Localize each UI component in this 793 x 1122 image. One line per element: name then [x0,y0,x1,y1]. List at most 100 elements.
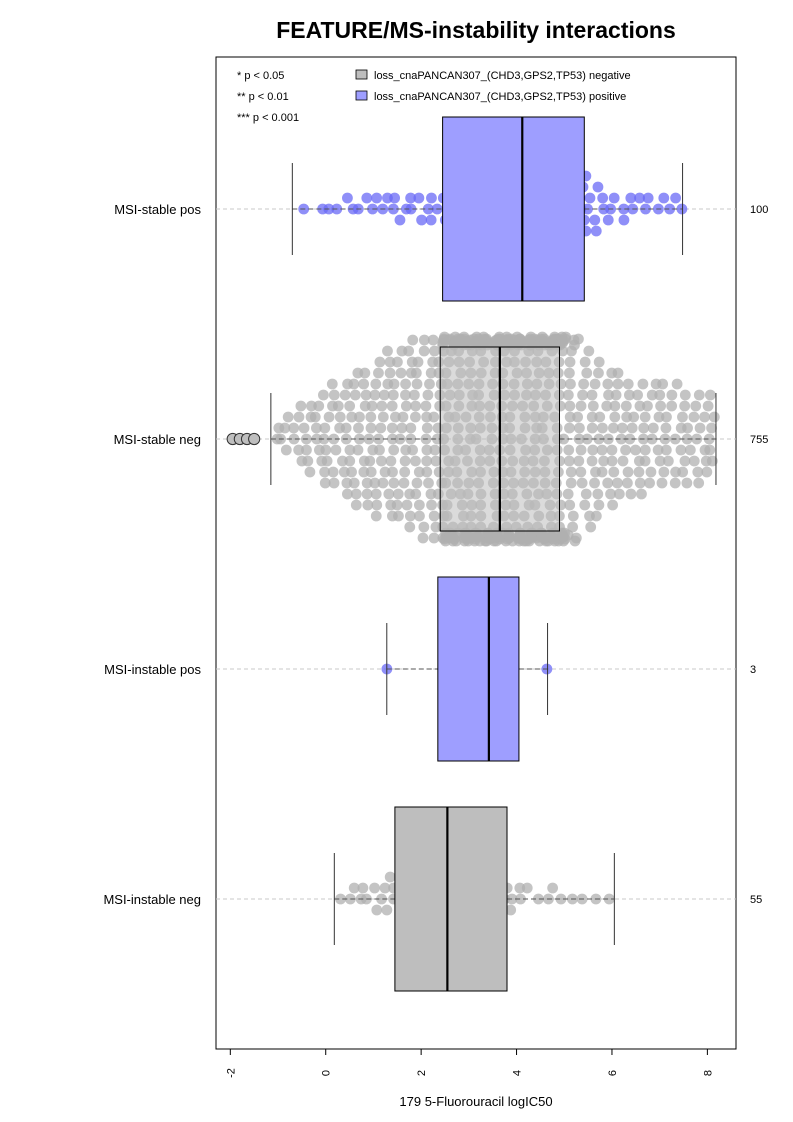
data-point [319,466,331,478]
data-point [407,334,419,346]
data-point [282,411,294,423]
data-point [405,203,417,215]
data-point [416,214,428,226]
data-point [362,499,374,511]
data-point [609,411,621,423]
data-point [573,333,584,345]
data-point [608,192,620,204]
data-point [374,444,385,456]
data-point [610,389,622,401]
data-point [401,499,413,511]
data-point [639,411,651,423]
data-point [376,893,387,905]
legend: * p < 0.05 ** p < 0.01 *** p < 0.001 loss_c… [237,69,631,124]
data-point [328,477,340,489]
x-tick-label: 6 [607,1070,619,1076]
data-point [400,400,412,412]
data-point [701,466,713,478]
legend-swatch [355,90,368,101]
data-point [593,499,605,511]
data-point [607,499,619,511]
data-point [618,203,630,215]
data-point [706,455,718,467]
data-point [660,422,672,434]
data-point [613,488,625,500]
data-point [586,411,598,423]
data-point [632,389,643,401]
data-point [377,411,389,423]
data-point [652,444,664,456]
data-point [396,422,408,434]
data-point [418,334,430,346]
data-point [654,389,666,401]
data-point [395,367,407,379]
data-point [400,378,411,390]
data-point [634,477,646,489]
data-point [410,411,421,423]
data-point [708,411,720,423]
data-point [505,904,517,916]
data-point [567,521,579,533]
chart-title: FEATURE/MS-instability interactions [276,17,676,43]
data-point [589,378,601,390]
data-point [654,455,666,467]
data-point [622,378,634,390]
data-point [318,433,330,445]
data-point [378,389,390,401]
data-point [332,400,344,412]
data-point [388,477,400,489]
box-rect [442,116,585,302]
data-point [644,477,655,489]
data-point [617,455,629,467]
data-point [666,389,678,401]
data-point [623,389,635,401]
data-point [590,225,602,237]
data-point [677,411,688,423]
data-point [309,411,321,423]
significance-note: *** p < 0.001 [237,112,299,124]
data-point [353,422,364,434]
data-point [326,378,338,390]
significance-note: * p < 0.05 [237,70,284,82]
data-point [633,466,645,478]
data-point [397,411,409,423]
outlier-point [248,432,261,446]
data-point [658,466,670,478]
data-point [576,477,588,489]
data-point [521,882,533,894]
data-point [565,466,577,478]
data-point [640,203,651,215]
group-label: MSI-stable pos [114,202,201,217]
data-point [704,444,716,456]
x-tick-label: 8 [702,1070,714,1076]
data-point [634,400,646,412]
data-point [388,444,400,456]
data-point [386,422,398,434]
data-point [426,499,437,511]
data-point [288,422,300,434]
data-point [298,422,310,434]
data-point [675,444,687,456]
data-point [513,337,525,349]
data-point [361,192,373,204]
data-point [369,882,380,894]
data-point [585,521,597,533]
data-point [376,400,388,412]
data-point [624,433,636,445]
data-point [369,389,381,401]
data-point [429,345,440,357]
data-point [422,203,434,215]
data-point [425,214,437,226]
data-point [653,411,665,423]
data-point [302,455,314,467]
data-point [384,871,396,883]
data-point [421,455,433,467]
data-point [387,389,399,401]
data-point [377,477,389,489]
data-point [597,192,609,204]
data-point [564,356,576,368]
data-point [370,510,382,522]
data-point [369,477,381,489]
data-point [533,893,544,905]
data-point [598,455,610,467]
